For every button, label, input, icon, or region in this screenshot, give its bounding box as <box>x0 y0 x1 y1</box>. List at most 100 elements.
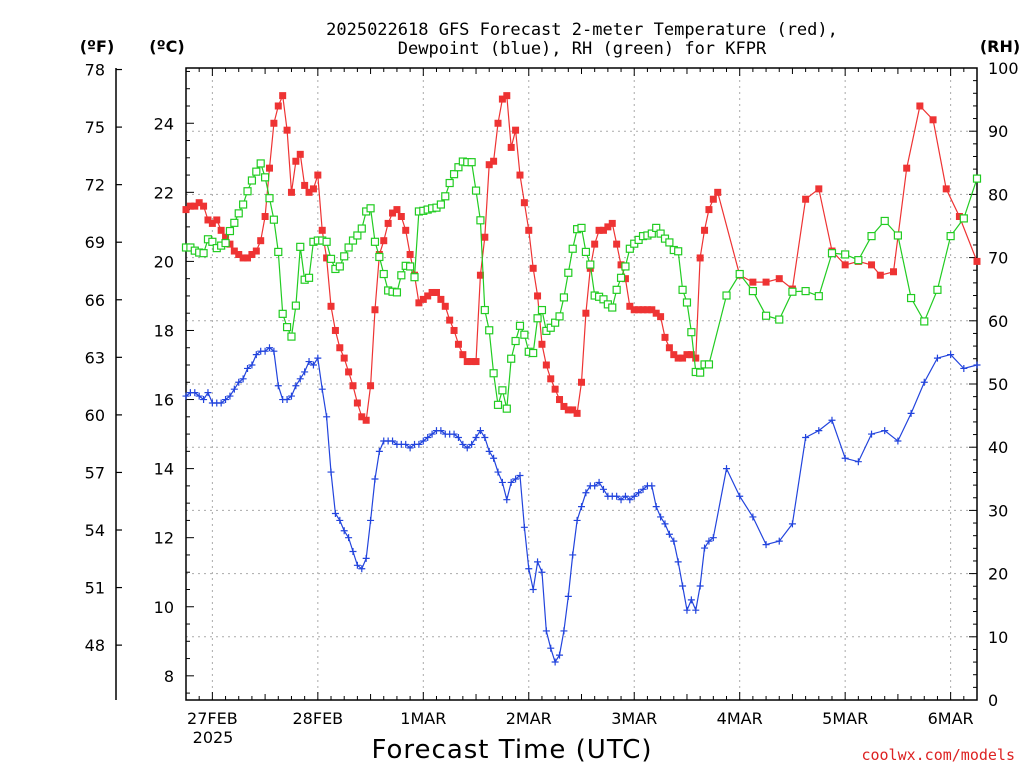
dewpoint-point <box>529 585 537 593</box>
temperature-point <box>617 261 625 269</box>
rh-point <box>559 293 569 302</box>
rh-point <box>959 214 968 223</box>
rh-point <box>551 318 560 327</box>
dewpoint-point <box>933 354 941 362</box>
temperature-point <box>454 340 462 348</box>
temperature-series <box>182 92 981 424</box>
temperature-point <box>714 188 722 196</box>
temperature-point <box>657 313 665 321</box>
rh-point <box>489 369 498 378</box>
rh-point <box>608 303 617 312</box>
temperature-point <box>265 164 273 172</box>
rh-point <box>880 216 889 226</box>
rh-tick-label: 0 <box>988 691 998 710</box>
temperature-point <box>415 299 423 307</box>
temperature-point <box>208 219 216 227</box>
dewpoint-point <box>490 454 498 462</box>
rh-point <box>208 237 217 246</box>
rh-point <box>335 262 344 271</box>
rh-point <box>625 244 634 253</box>
chart-title-line2: Dewpoint (blue), RH (green) for KFPR <box>398 39 767 59</box>
rh-point <box>507 354 516 363</box>
temperature-point <box>384 219 392 227</box>
temperature-point <box>591 240 599 248</box>
series-layer <box>181 92 982 666</box>
temperature-point <box>705 206 713 214</box>
temperature-point <box>621 275 629 283</box>
temperature-point <box>692 354 700 362</box>
dewpoint-point <box>701 544 709 552</box>
rh-point <box>933 285 942 294</box>
rh-tick-label: 90 <box>988 122 1008 141</box>
dewpoint-point <box>723 465 731 473</box>
celsius-tick-label: 22 <box>154 183 174 202</box>
dewpoint-point <box>547 644 555 652</box>
temperature-point <box>393 206 401 214</box>
dewpoint-point <box>200 396 208 404</box>
temperature-point <box>314 171 322 179</box>
rh-point <box>682 298 692 307</box>
celsius-tick-label: 10 <box>154 598 174 617</box>
rh-tick-label: 40 <box>988 438 1008 457</box>
temperature-point <box>661 333 669 341</box>
rh-point <box>476 216 485 225</box>
rh-point <box>274 247 283 257</box>
temperature-point <box>670 351 678 359</box>
dewpoint-point <box>621 492 629 500</box>
temperature-point <box>371 306 379 314</box>
rh-point <box>722 291 731 300</box>
dewpoint-point <box>960 364 968 372</box>
temperature-point <box>507 143 515 151</box>
dewpoint-point <box>323 413 331 421</box>
dewpoint-point <box>749 513 757 521</box>
temperature-point <box>639 306 647 314</box>
celsius-tick-label: 8 <box>164 667 174 686</box>
temperature-point <box>200 202 208 210</box>
temperature-point <box>283 126 291 134</box>
dewpoint-point <box>476 427 484 435</box>
temperature-point <box>402 226 410 234</box>
temperature-point <box>529 264 537 272</box>
temperature-point <box>516 171 524 179</box>
rh-point <box>344 243 353 252</box>
rh-point <box>353 231 362 240</box>
rh-point <box>906 293 916 303</box>
dewpoint-point <box>828 416 836 424</box>
dewpoint-point <box>287 392 295 400</box>
dewpoint-point <box>314 354 322 362</box>
time-tick-label: 28FEB <box>293 709 344 728</box>
temperature-point <box>630 306 638 314</box>
dewpoint-point <box>683 606 691 614</box>
fahrenheit-axis-label: (ºF) <box>80 37 115 56</box>
dewpoint-point <box>318 385 326 393</box>
rh-tick-label: 30 <box>988 501 1008 520</box>
rh-point <box>221 238 230 248</box>
temperature-point <box>942 185 950 193</box>
dewpoint-point <box>402 440 410 448</box>
fahrenheit-tick-label: 75 <box>85 118 105 137</box>
dewpoint-point <box>512 475 520 483</box>
temperature-point <box>353 399 361 407</box>
rh-point <box>441 192 450 201</box>
dewpoint-point <box>881 427 889 435</box>
rh-point <box>287 332 296 341</box>
dewpoint-point <box>494 468 502 476</box>
rh-point <box>529 348 538 358</box>
rh-point <box>370 237 380 246</box>
dewpoint-point <box>538 568 546 576</box>
celsius-axis-label: (ºC) <box>149 37 184 56</box>
rh-point <box>454 163 463 172</box>
rh-point <box>841 250 850 259</box>
rh-point <box>656 229 665 238</box>
dewpoint-point <box>349 547 357 555</box>
temperature-point <box>481 233 489 241</box>
dewpoint-point <box>578 503 585 511</box>
fahrenheit-tick-label: 66 <box>85 291 105 310</box>
temperature-point <box>182 206 190 214</box>
temperature-point <box>762 278 770 286</box>
temperature-point <box>244 254 252 262</box>
dewpoint-point <box>463 444 471 452</box>
temperature-point <box>213 216 221 224</box>
temperature-point <box>556 396 564 404</box>
